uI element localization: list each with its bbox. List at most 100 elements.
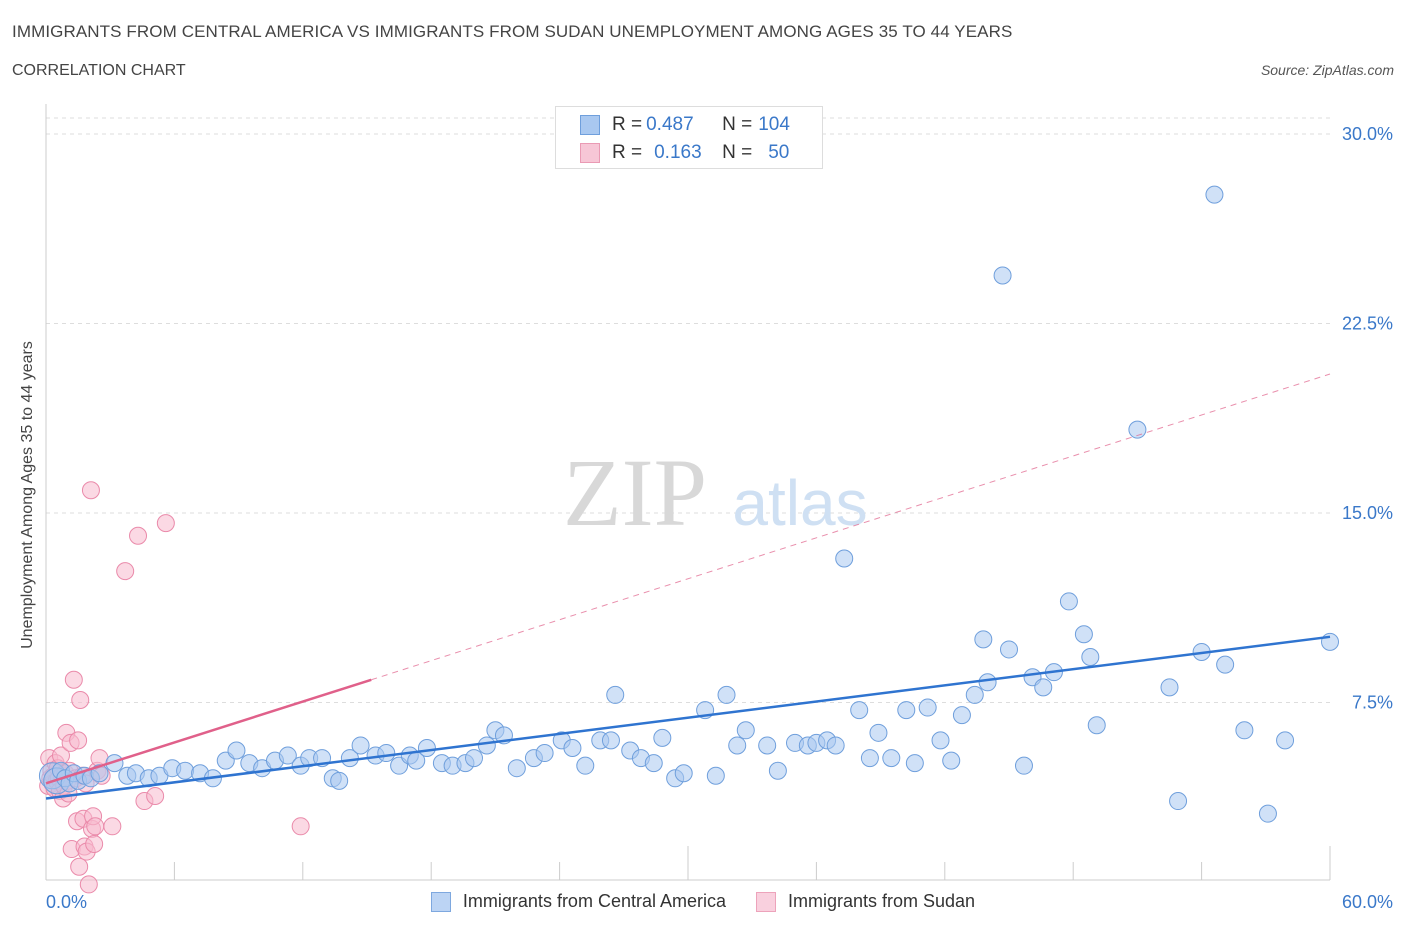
central-america-point (1276, 731, 1295, 750)
source-credit: Source: ZipAtlas.com (1260, 62, 1394, 78)
y-tick-label: 15.0% (1342, 503, 1393, 523)
central-america-point (477, 736, 496, 755)
r-label: R = (612, 114, 643, 135)
series-central-america-points (38, 185, 1339, 823)
sudan-point (129, 526, 148, 545)
legend-item-central-america[interactable]: Immigrants from Central America (430, 891, 726, 912)
legend-label-sudan: Immigrants from Sudan (788, 891, 976, 911)
central-america-point (931, 731, 950, 750)
sudan-point (81, 481, 100, 500)
central-america-point (601, 731, 620, 750)
central-america-point (563, 738, 582, 757)
sudan-point (291, 817, 310, 836)
central-america-point (644, 754, 663, 773)
central-america-point (653, 728, 672, 747)
central-america-trend-line (45, 635, 1331, 800)
central-america-point (835, 549, 854, 568)
central-america-point (1059, 592, 1078, 611)
central-america-point (1169, 792, 1188, 811)
central-america-point (826, 736, 845, 755)
sudan-swatch (580, 143, 600, 163)
n-label: N = (722, 142, 753, 163)
n-value: 50 (768, 142, 790, 163)
central-america-point (606, 685, 625, 704)
legend-item-sudan[interactable]: Immigrants from Sudan (756, 891, 975, 912)
r-label: R = (612, 142, 643, 163)
central-america-point (576, 756, 595, 775)
sudan-point (103, 817, 122, 836)
central-america-point (535, 744, 554, 763)
sudan-point (69, 731, 88, 750)
series-legend: Immigrants from Central America Immigran… (0, 891, 1406, 912)
central-america-point (952, 706, 971, 725)
central-america-point (897, 701, 916, 720)
stats-row-sudan: R = 0.163 N = 50 (580, 142, 789, 164)
central-america-point (882, 749, 901, 768)
central-america-point (717, 685, 736, 704)
sudan-point (64, 670, 83, 689)
n-label: N = (722, 114, 753, 135)
central-america-point (417, 738, 436, 757)
central-america-point (974, 630, 993, 649)
r-value: 0.487 (646, 114, 694, 135)
central-america-point (1087, 716, 1106, 735)
central-america-point (90, 764, 109, 783)
chart-title: IMMIGRANTS FROM CENTRAL AMERICA VS IMMIG… (12, 22, 1013, 41)
central-america-point (1034, 678, 1053, 697)
sudan-point (116, 562, 135, 581)
sudan-point (86, 817, 105, 836)
sudan-trend-line (45, 678, 372, 785)
stats-legend: R = 0.487 N = 104 R = 0.163 N = 50 (555, 106, 823, 169)
sudan-trend-extrapolation (371, 373, 1331, 681)
y-tick-label: 22.5% (1342, 314, 1393, 334)
central-america-point (728, 736, 747, 755)
central-america-point (1216, 655, 1235, 674)
chart-subtitle: CORRELATION CHART (12, 62, 186, 79)
gridlines (46, 117, 1330, 703)
stats-row-central-america: R = 0.487 N = 104 (580, 114, 790, 136)
watermark-zip: ZIP (563, 439, 707, 546)
legend-label-central-america: Immigrants from Central America (462, 891, 726, 911)
y-tick-label: 30.0% (1342, 124, 1393, 144)
central-america-point (278, 746, 297, 765)
central-america-point (674, 764, 693, 783)
n-value: 104 (758, 114, 790, 135)
sudan-point (79, 875, 98, 894)
central-america-point (1074, 625, 1093, 644)
sudan-point (70, 857, 89, 876)
central-america-point (965, 685, 984, 704)
central-america-point (706, 766, 725, 785)
central-america-point (1258, 804, 1277, 823)
sudan-point (71, 690, 90, 709)
central-america-point (978, 673, 997, 692)
central-america-point (507, 759, 526, 778)
central-america-swatch (580, 115, 600, 135)
central-america-point (1235, 721, 1254, 740)
r-value: 0.163 (654, 142, 702, 163)
series-sudan-points (39, 481, 310, 894)
central-america-point (905, 754, 924, 773)
watermark: ZIP atlas (563, 439, 868, 546)
central-america-point (1205, 185, 1224, 204)
central-america-point (918, 698, 937, 717)
central-america-point (1014, 756, 1033, 775)
central-america-point (176, 761, 195, 780)
central-america-point (377, 744, 396, 763)
central-america-point (860, 749, 879, 768)
sudan-point (146, 786, 165, 805)
watermark-atlas: atlas (732, 467, 867, 539)
central-america-point (1321, 632, 1339, 651)
tick-labels: 7.5% 15.0% 22.5% 30.0% 0.0% 60.0% (46, 124, 1393, 912)
sudan-point (156, 514, 175, 533)
central-america-point (1000, 640, 1018, 659)
central-america-point (869, 723, 888, 742)
x-tick-label-max: 60.0% (1342, 892, 1393, 912)
central-america-point (227, 741, 246, 760)
trend-lines (45, 373, 1331, 800)
sudan-point (85, 834, 104, 853)
central-america-point (758, 736, 777, 755)
central-america-point (330, 771, 349, 790)
central-america-point (993, 266, 1012, 285)
central-america-point (1081, 648, 1100, 667)
